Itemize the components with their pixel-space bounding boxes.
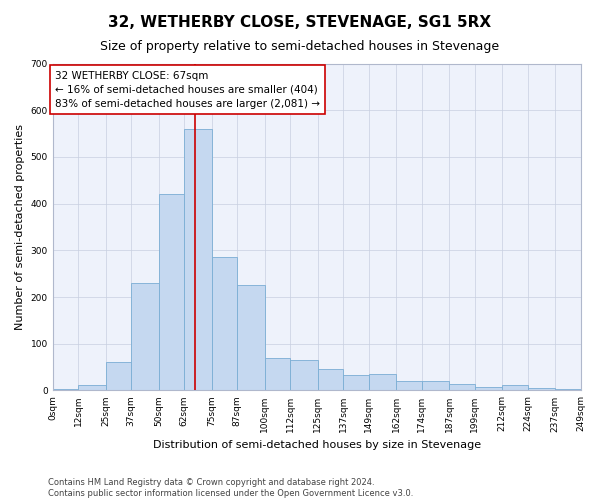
Bar [212,258,237,390]
X-axis label: Distribution of semi-detached houses by size in Stevenage: Distribution of semi-detached houses by … [152,440,481,450]
Bar [265,358,290,390]
Bar [184,129,212,390]
Text: 32, WETHERBY CLOSE, STEVENAGE, SG1 5RX: 32, WETHERBY CLOSE, STEVENAGE, SG1 5RX [109,15,491,30]
Bar [475,386,502,390]
Bar [449,384,475,390]
Bar [131,283,158,391]
Bar [502,385,527,390]
Bar [368,374,396,390]
Bar [158,194,184,390]
Bar [527,388,555,390]
Bar [317,370,343,390]
Bar [396,381,422,390]
Y-axis label: Number of semi-detached properties: Number of semi-detached properties [15,124,25,330]
Text: 32 WETHERBY CLOSE: 67sqm
← 16% of semi-detached houses are smaller (404)
83% of : 32 WETHERBY CLOSE: 67sqm ← 16% of semi-d… [55,70,320,108]
Bar [237,286,265,391]
Bar [290,360,317,390]
Text: Size of property relative to semi-detached houses in Stevenage: Size of property relative to semi-detach… [100,40,500,53]
Bar [106,362,131,390]
Bar [422,381,449,390]
Bar [343,375,368,390]
Text: Contains HM Land Registry data © Crown copyright and database right 2024.
Contai: Contains HM Land Registry data © Crown c… [48,478,413,498]
Bar [78,385,106,390]
